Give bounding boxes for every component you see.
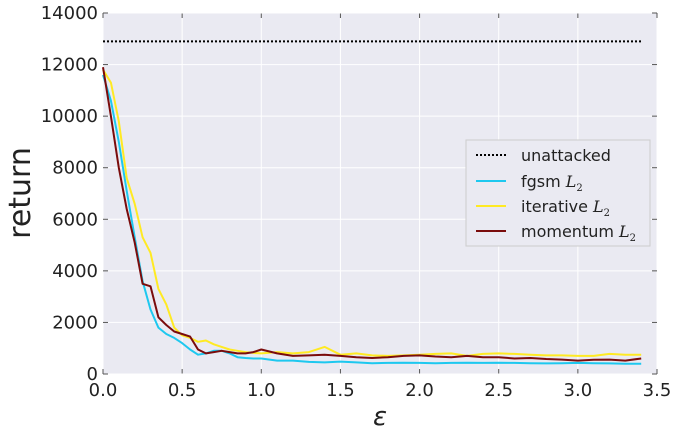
y-axis-label: return: [3, 147, 38, 239]
legend-box: [465, 139, 651, 247]
x-tick-label: 2.0: [405, 380, 434, 401]
x-tick-label: 3.5: [643, 380, 672, 401]
legend-label-momentum-subscript: 2: [630, 233, 636, 244]
x-tick-label: 3.0: [564, 380, 593, 401]
y-tick-label: 4000: [52, 261, 98, 282]
y-axis-tick-labels: 0 2000 4000 6000 8000 10000 12000 14000: [41, 3, 98, 385]
y-tick-label: 0: [87, 364, 98, 385]
series-line-momentum: [102, 67, 642, 362]
legend-label-momentum: momentum L2: [521, 222, 636, 244]
legend-label-iterative-name: iterative: [521, 197, 588, 216]
y-tick-label: 2000: [52, 312, 98, 333]
series-line-iterative: [102, 69, 642, 357]
legend: unattacked fgsm L2 iterative L2 momentum L2: [465, 139, 651, 247]
legend-label-unattacked: unattacked: [521, 146, 611, 165]
x-axis-tick-labels: 0.0 0.5 1.0 1.5 2.0 2.5 3.0 3.5: [89, 380, 672, 401]
legend-entry-unattacked: unattacked: [476, 146, 611, 165]
legend-label-iterative: iterative L2: [521, 197, 610, 219]
x-axis-label: ε: [373, 402, 387, 432]
legend-entry-iterative: iterative L2: [476, 197, 610, 219]
y-tick-label: 12000: [41, 55, 98, 76]
x-tick-label: 1.0: [247, 380, 276, 401]
y-tick-label: 10000: [41, 106, 98, 127]
x-tick-label: 0.5: [168, 380, 197, 401]
x-tick-label: 0.0: [89, 380, 118, 401]
y-tick-label: 6000: [52, 209, 98, 230]
legend-label-fgsm-name: fgsm: [521, 172, 561, 191]
y-tick-label: 14000: [41, 3, 98, 24]
legend-label-fgsm-subscript: 2: [576, 183, 582, 194]
series-line-fgsm: [102, 74, 642, 365]
legend-entry-momentum: momentum L2: [476, 222, 636, 244]
y-tick-label: 8000: [52, 158, 98, 179]
legend-label-momentum-name: momentum: [521, 222, 614, 241]
plot-lines: [102, 40, 642, 365]
x-tick-label: 1.5: [326, 380, 355, 401]
legend-label-fgsm: fgsm L2: [521, 172, 583, 194]
legend-label-iterative-subscript: 2: [604, 208, 610, 219]
x-tick-label: 2.5: [484, 380, 513, 401]
legend-entry-fgsm: fgsm L2: [476, 172, 583, 194]
grid-lines: [102, 12, 658, 375]
